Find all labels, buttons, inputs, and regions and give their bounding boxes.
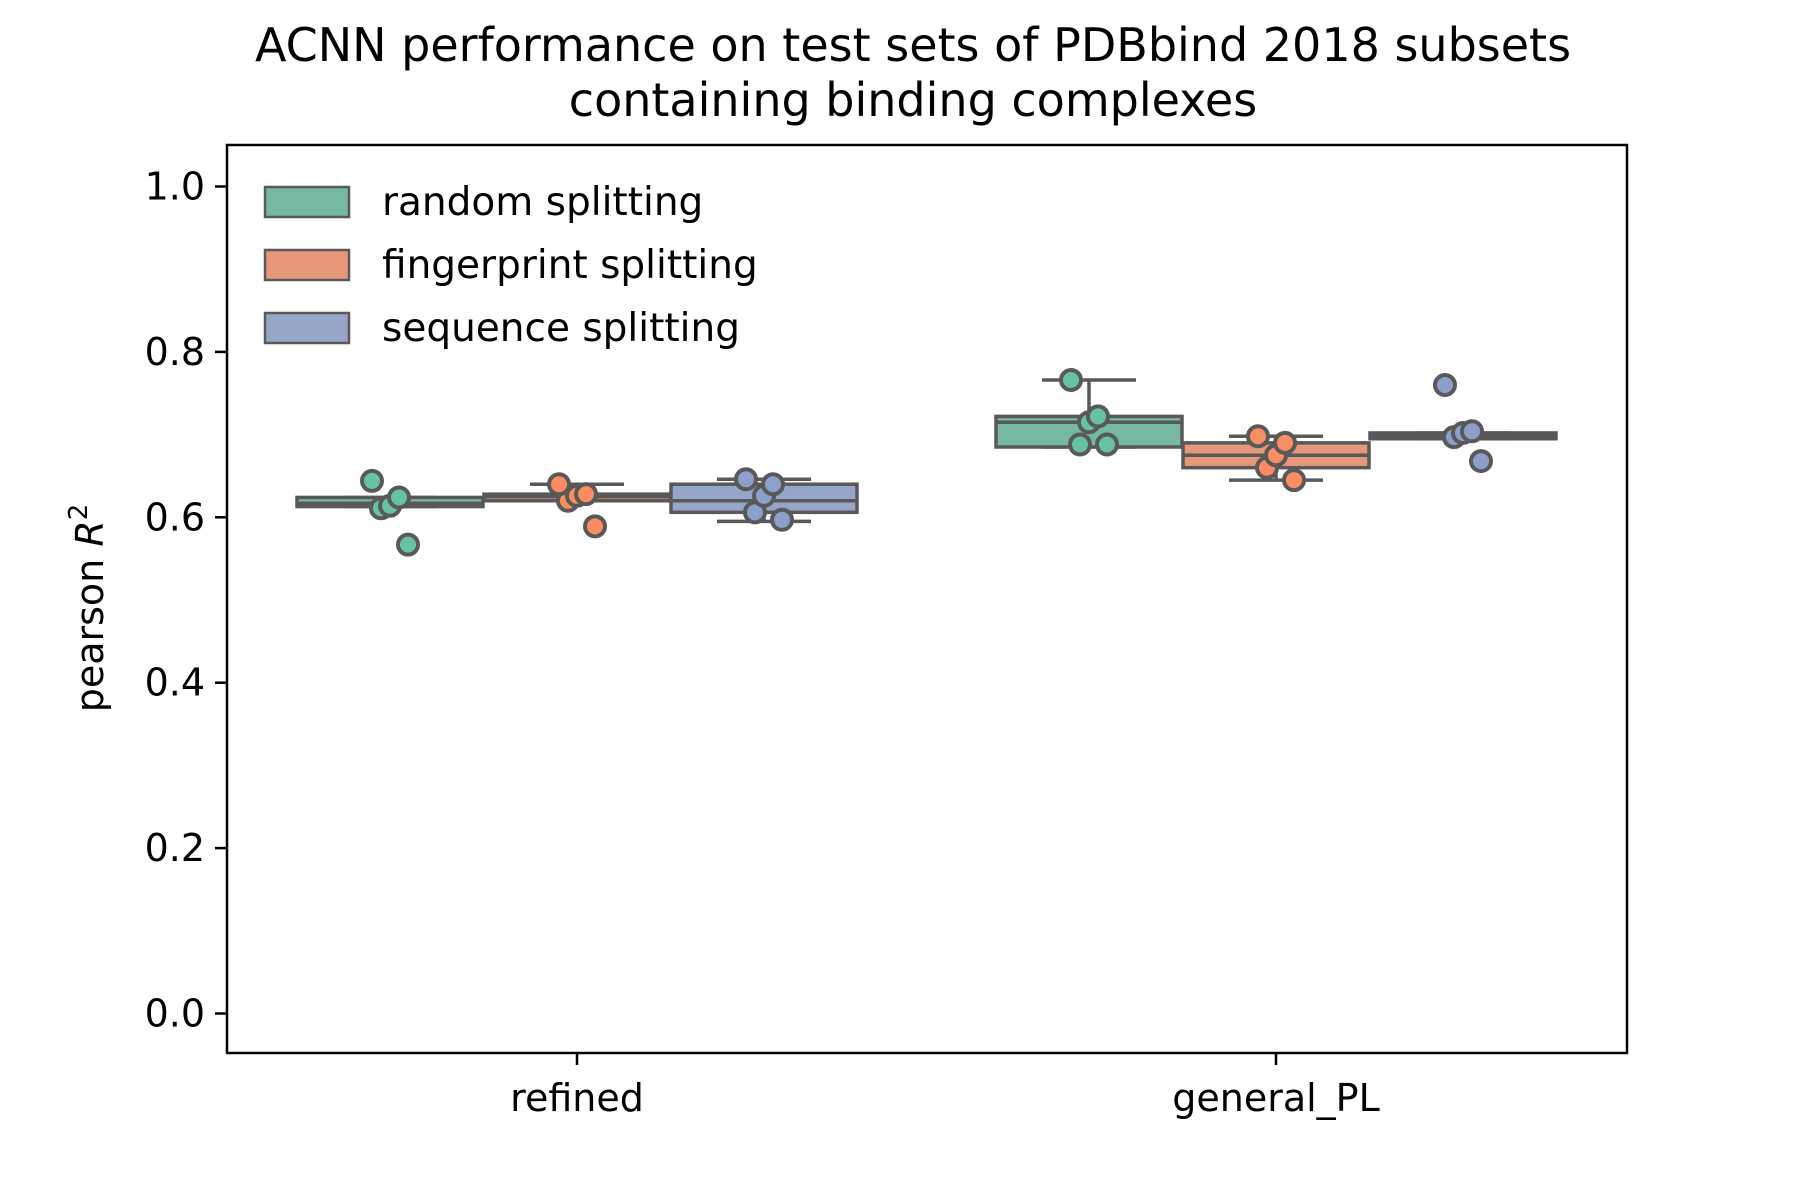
data-point: [1460, 419, 1484, 444]
y-tick-label: 0.2: [145, 826, 205, 870]
legend-swatch: [263, 311, 351, 345]
legend-item-sequence-splitting: sequence splitting: [263, 306, 740, 351]
box-fingerprint-splitting-refined: [482, 472, 672, 539]
legend-swatch: [263, 185, 351, 219]
data-point: [1068, 432, 1092, 457]
box-sequence-splitting-general_PL: [1368, 372, 1558, 474]
y-tick-label: 1.0: [145, 165, 205, 209]
data-point: [1282, 468, 1306, 493]
legend-swatch: [263, 248, 351, 282]
data-point: [574, 482, 598, 507]
legend-item-random-splitting: random splitting: [263, 180, 703, 225]
data-point: [387, 485, 411, 510]
box-random-splitting-general_PL: [994, 368, 1184, 457]
legend-label: sequence splitting: [382, 306, 740, 351]
data-point: [1433, 372, 1457, 397]
data-point: [583, 514, 607, 539]
plot-area: [295, 368, 1558, 557]
y-tick-label: 0.8: [145, 330, 205, 374]
data-point: [1059, 368, 1083, 393]
data-point: [360, 468, 384, 493]
y-tick-label: 0.6: [145, 495, 205, 539]
data-point: [396, 532, 420, 557]
legend-label: random splitting: [382, 180, 703, 225]
legend-item-fingerprint-splitting: fingerprint splitting: [263, 243, 758, 288]
data-point: [761, 472, 785, 497]
legend-label: fingerprint splitting: [382, 243, 758, 288]
y-tick-label: 0.4: [145, 661, 205, 705]
axes-frame: [225, 143, 1629, 1055]
data-point: [1246, 424, 1270, 449]
data-point: [734, 467, 758, 492]
chart-title-line1: ACNN performance on test sets of PDBbind…: [255, 18, 1571, 72]
y-axis-label: pearson R2: [64, 504, 112, 713]
data-point: [1273, 430, 1297, 455]
box-fingerprint-splitting-general_PL: [1181, 424, 1371, 493]
data-point: [547, 472, 571, 497]
y-tick-label: 0.0: [145, 992, 205, 1036]
legend: random splitting fingerprint splitting seq…: [263, 180, 758, 351]
box-sequence-splitting-refined: [669, 467, 859, 532]
x-tick-label: general_PL: [1172, 1076, 1380, 1120]
box-random-splitting-refined: [295, 468, 485, 557]
x-tick-label: refined: [510, 1076, 644, 1120]
axes: 0.0 0.2 0.4 0.6 0.8 1.0 refined general_PL: [145, 143, 1629, 1120]
data-point: [770, 507, 794, 532]
data-point: [1086, 404, 1110, 429]
data-point: [1469, 449, 1493, 474]
chart-title-line2: containing binding complexes: [569, 73, 1257, 127]
data-point: [1095, 432, 1119, 457]
